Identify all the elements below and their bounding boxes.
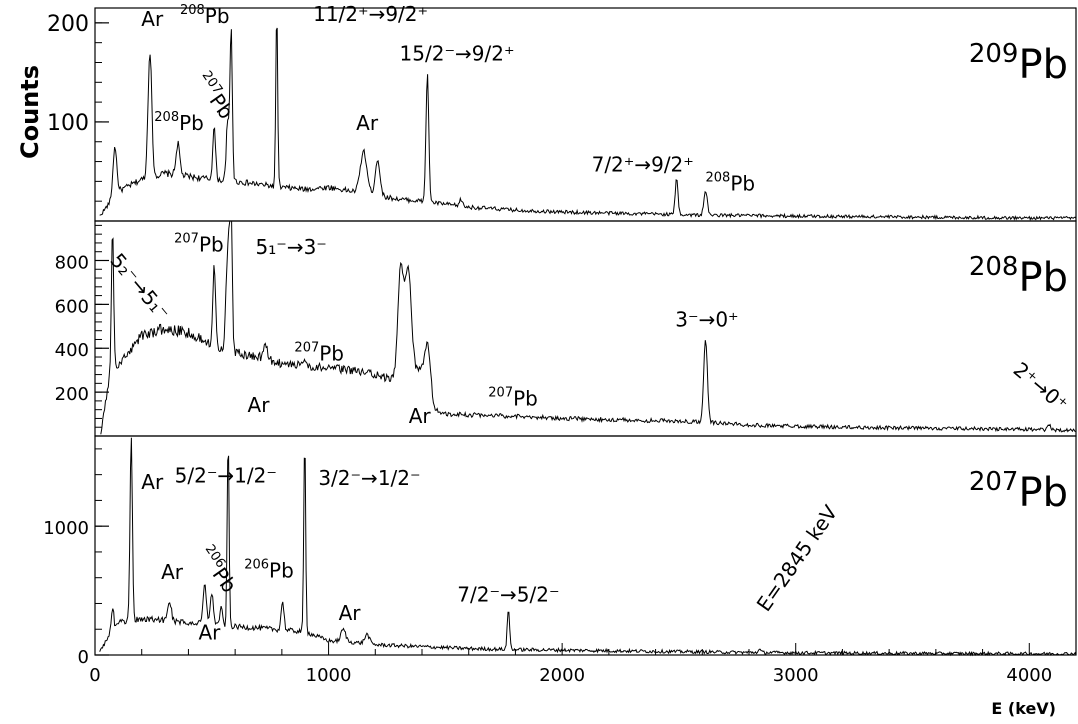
y-tick-label: 400 — [55, 340, 89, 361]
panel-frame — [94, 435, 1077, 656]
peak-annotation: 15/2⁻→9/2⁺ — [400, 42, 515, 66]
x-tick-label: 3000 — [773, 665, 819, 686]
peak-annotation: Ar — [409, 404, 432, 428]
panel-frame — [94, 7, 1077, 222]
y-tick-label: 800 — [55, 252, 89, 273]
peak-annotation: 2⁺→0⁺ — [1009, 357, 1073, 416]
peak-annotation: 3⁻→0⁺ — [675, 307, 738, 331]
peak-annotation: 207Pb — [294, 340, 344, 365]
peak-annotation: Ar — [141, 7, 164, 31]
peak-annotation: 207Pb — [488, 385, 538, 410]
y-tick-label: 200 — [47, 12, 89, 37]
peak-annotation: 5₁⁻→3⁻ — [256, 235, 327, 259]
panel-2: 0 1000 207Pb Ar 5/2⁻→1/2⁻ 3/2⁻→1/2⁻ Ar 206Pb Ar 2… — [43, 435, 1077, 668]
x-tick-label: 0 — [89, 665, 100, 686]
y-tick-label: 1000 — [43, 518, 89, 539]
peak-annotation: Ar — [356, 111, 379, 135]
peak-annotation: 3/2⁻→1/2⁻ — [318, 466, 420, 490]
peak-annotation: Ar — [141, 470, 164, 494]
peak-annotation: 206Pb — [193, 542, 242, 597]
peak-annotation: E=2845 keV — [752, 501, 843, 616]
panel-title: 208Pb — [969, 252, 1068, 301]
spectrum-line — [99, 27, 1077, 221]
x-axis-label: E (keV) — [991, 699, 1056, 718]
peak-annotation: Ar — [339, 601, 362, 625]
peak-annotation: 207Pb — [174, 232, 224, 257]
peak-annotation: Ar — [198, 621, 221, 645]
spectrum-line — [99, 437, 1077, 657]
y-tick-label: 0 — [78, 647, 89, 668]
peak-annotation: Ar — [161, 560, 184, 584]
x-tick-label: 2000 — [539, 665, 585, 686]
y-axis-label: Counts — [16, 65, 44, 159]
y-tick-label: 200 — [55, 384, 89, 405]
y-tick-label: 600 — [55, 296, 89, 317]
y-tick-label: 100 — [47, 111, 89, 136]
x-tick-label: 4000 — [1006, 665, 1052, 686]
peak-annotation: Ar — [248, 393, 271, 417]
peak-annotation: 206Pb — [244, 558, 294, 583]
peak-annotation: 5₂⁻→5₁⁻ — [105, 249, 174, 325]
peak-annotation: 208Pb — [154, 110, 204, 135]
peak-annotation: 208Pb — [180, 3, 230, 28]
peak-annotation: 5/2⁻→1/2⁻ — [175, 463, 277, 487]
peak-annotation: 208Pb — [706, 170, 756, 195]
panel-title: 207Pb — [969, 467, 1068, 516]
panel-title: 209Pb — [969, 39, 1068, 88]
peak-annotation: 7/2⁺→9/2⁺ — [592, 152, 694, 176]
peak-annotation: 7/2⁻→5/2⁻ — [457, 583, 559, 607]
spectrum-line — [100, 220, 1076, 435]
panel-frame — [94, 220, 1077, 437]
panel-0: 100 200 209Pb Ar 208Pb 11/2⁺→9/2⁺ 15/2⁻→9/2⁺ 20… — [47, 2, 1077, 222]
x-tick-label: 1000 — [306, 665, 352, 686]
peak-annotation: 11/2⁺→9/2⁺ — [313, 2, 428, 26]
